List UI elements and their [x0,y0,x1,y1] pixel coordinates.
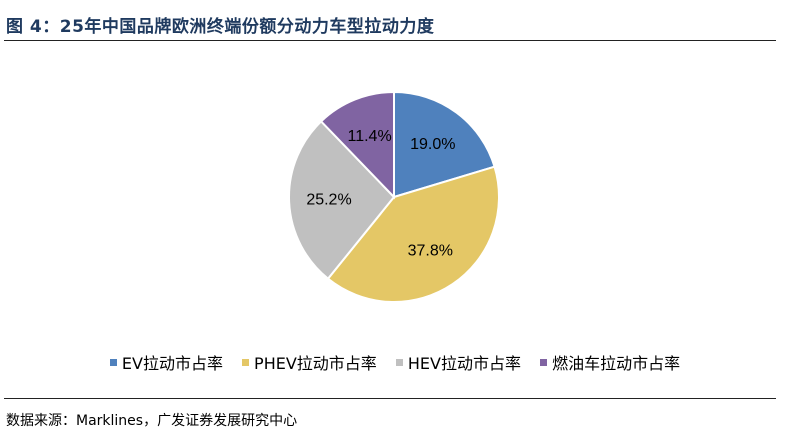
legend-label-hev: HEV拉动市占率 [407,354,521,373]
pie-slice-phev [326,165,500,303]
legend-item-ice: 燃油车拉动市占率 [540,350,680,374]
source-note: 数据来源：Marklines，广发证券发展研究中心 [6,413,298,429]
legend-swatch-hev [395,358,403,366]
legend-item-ev: EV拉动市占率 [109,350,223,374]
legend-swatch-ev [109,358,117,366]
pie-label-ice: 11.4% [348,128,392,145]
legend-swatch-ice [540,358,548,366]
legend-item-hev: HEV拉动市占率 [395,350,521,374]
pie-label-ev: 19.0% [410,136,455,153]
pie-slice-hev [287,119,396,281]
legend-item-phev: PHEV拉动市占率 [242,350,377,374]
title-divider [4,40,776,41]
pie-slice-ev [393,90,496,199]
pie-label-phev: 37.8% [408,243,453,260]
pie-label-hev: 25.2% [306,191,351,208]
figure-title: 图 4：25年中国品牌欧洲终端份额分动力车型拉动力度 [6,17,435,37]
source-divider [4,398,776,399]
legend-label-ev: EV拉动市占率 [121,354,223,373]
pie-slice-ice [319,90,395,200]
legend-label-phev: PHEV拉动市占率 [254,354,377,373]
chart-legend: EV拉动市占率 PHEV拉动市占率 HEV拉动市占率 燃油车拉动市占率 [0,350,790,374]
legend-label-ice: 燃油车拉动市占率 [552,354,681,373]
legend-swatch-phev [242,358,250,366]
